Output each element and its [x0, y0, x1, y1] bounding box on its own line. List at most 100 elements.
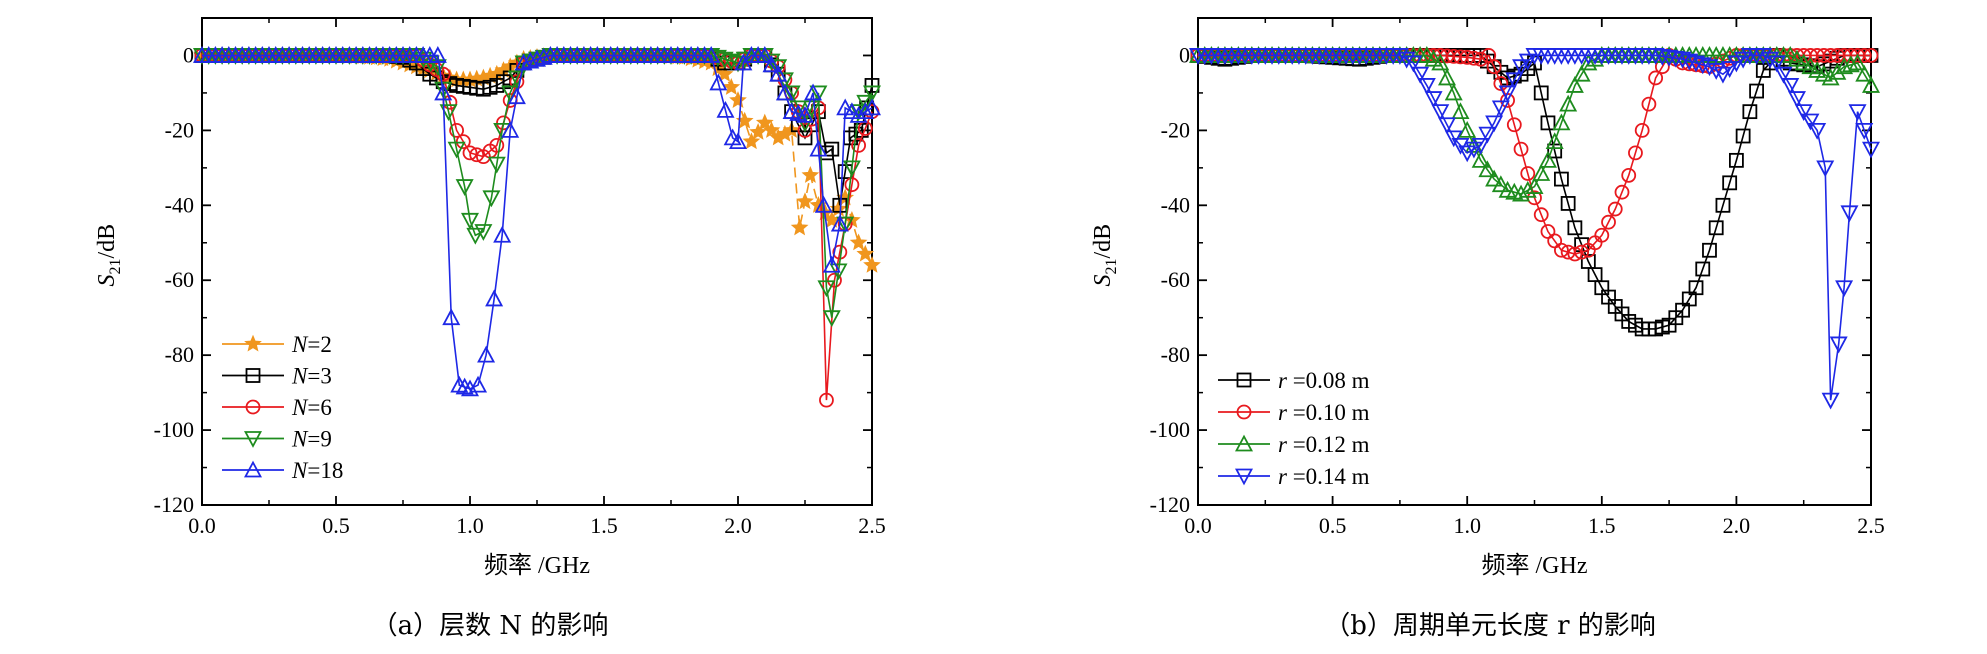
- data-point: [1722, 175, 1738, 191]
- data-point: [477, 345, 496, 363]
- data-point: [1787, 91, 1806, 108]
- data-point: [769, 64, 788, 82]
- data-point: [1808, 61, 1827, 78]
- legend-item: N=9: [222, 427, 332, 452]
- data-point: [469, 147, 485, 163]
- data-point: [1538, 150, 1557, 168]
- data-point: [442, 308, 461, 326]
- data-point: [1520, 166, 1536, 181]
- data-point: [1680, 53, 1699, 71]
- legend-item: N=18: [222, 458, 343, 483]
- data-point: [1458, 120, 1477, 138]
- data-point: [434, 83, 453, 101]
- data-point: [455, 179, 474, 196]
- data-point: [1431, 104, 1450, 122]
- legend-item: r =0.10 m: [1218, 400, 1370, 425]
- data-point: [1754, 48, 1773, 65]
- data-point: [474, 224, 493, 241]
- data-point: [836, 216, 855, 234]
- data-point: [819, 392, 834, 408]
- data-point: [1666, 50, 1685, 68]
- data-point: [1466, 50, 1482, 66]
- data-point: [1498, 85, 1517, 103]
- data-point: [1559, 94, 1578, 112]
- data-point: [1512, 184, 1531, 202]
- data-point: [715, 51, 734, 69]
- series-line: [1198, 54, 1872, 401]
- data-point: [1700, 59, 1719, 77]
- series-r-0.14-m: [1188, 48, 1881, 410]
- series-line: [1198, 54, 1871, 255]
- x-tick-label: 1.5: [1588, 513, 1616, 538]
- data-point: [1814, 64, 1833, 82]
- data-point: [856, 102, 875, 120]
- data-point: [1835, 57, 1854, 75]
- data-point: [1801, 113, 1820, 131]
- data-point: [482, 190, 501, 208]
- data-point: [1471, 137, 1490, 155]
- data-point: [856, 244, 875, 262]
- data-point: [742, 132, 761, 150]
- data-point: [795, 115, 815, 133]
- data-point: [862, 98, 882, 116]
- y-tick-label: -120: [1150, 492, 1190, 517]
- y-tick-label: -60: [165, 267, 194, 292]
- data-point: [1673, 51, 1692, 69]
- data-point: [1774, 66, 1793, 84]
- data-point: [1532, 164, 1551, 181]
- data-point: [1628, 145, 1643, 161]
- data-point: [1861, 141, 1881, 159]
- x-tick-label: 2.0: [724, 513, 752, 538]
- data-point: [1727, 55, 1746, 73]
- data-point: [1707, 63, 1726, 80]
- data-point: [863, 255, 881, 273]
- data-point: [1390, 48, 1409, 65]
- data-point: [1742, 104, 1758, 120]
- data-point: [856, 94, 875, 112]
- data-point: [414, 51, 433, 69]
- data-point: [1458, 145, 1477, 163]
- data-point: [489, 137, 505, 153]
- data-point: [1781, 78, 1800, 95]
- data-point: [450, 375, 469, 393]
- legend-marker: [1234, 468, 1254, 486]
- data-point: [1491, 100, 1510, 118]
- data-point: [804, 83, 823, 101]
- data-point: [1614, 184, 1630, 200]
- data-point: [1702, 242, 1717, 258]
- data-point: [708, 49, 727, 67]
- data-point: [1438, 117, 1457, 135]
- legend-marker: [245, 399, 261, 415]
- data-point: [822, 255, 841, 273]
- data-point: [1713, 66, 1732, 84]
- data-point: [790, 218, 809, 236]
- data-point: [514, 53, 533, 71]
- data-point: [460, 212, 480, 230]
- data-point: [1567, 246, 1583, 262]
- data-point: [1464, 135, 1483, 153]
- data-point: [1552, 113, 1571, 131]
- data-point: [749, 122, 767, 140]
- data-point: [769, 59, 788, 77]
- data-point: [1621, 167, 1637, 183]
- data-point: [1781, 46, 1800, 63]
- data-point: [1687, 55, 1706, 73]
- y-tick-label: -20: [165, 117, 194, 142]
- data-point: [702, 46, 721, 63]
- data-point: [1735, 128, 1751, 144]
- legend-marker: [1236, 404, 1252, 420]
- data-point: [449, 122, 465, 138]
- x-tick-label: 0.5: [1319, 513, 1347, 538]
- y-tick-label: -80: [1161, 342, 1190, 367]
- data-point: [462, 145, 478, 161]
- x-tick-label: 0.5: [322, 513, 350, 538]
- data-point: [862, 85, 882, 103]
- data-point: [1572, 64, 1591, 82]
- data-point: [1431, 53, 1450, 71]
- data-point: [1808, 122, 1827, 140]
- data-point: [824, 141, 840, 157]
- x-tick-label: 2.5: [858, 513, 886, 538]
- data-point: [728, 55, 748, 73]
- data-point: [434, 81, 453, 99]
- data-point: [1693, 57, 1712, 75]
